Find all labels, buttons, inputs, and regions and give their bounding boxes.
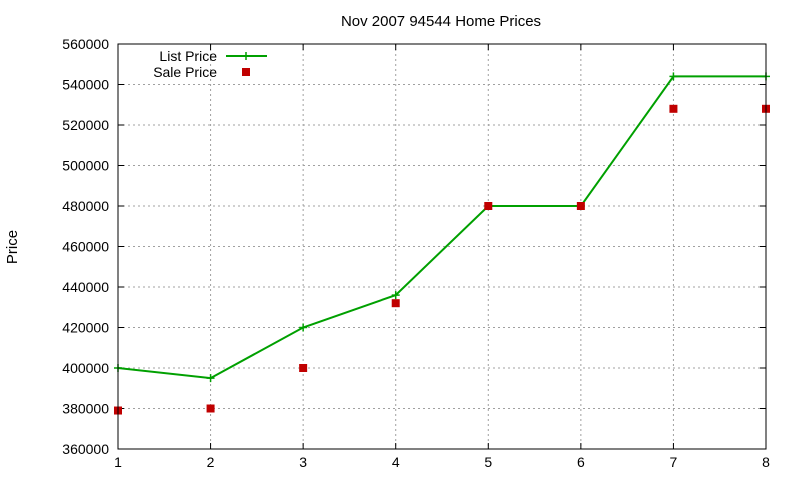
data-point-sale-price [576, 202, 585, 210]
y-tick-label: 400000 [62, 360, 109, 376]
chart-title: Nov 2007 94544 Home Prices [341, 13, 541, 30]
y-tick-label: 520000 [62, 117, 109, 133]
y-tick-label: 360000 [62, 441, 109, 457]
x-tick-label: 1 [114, 454, 122, 470]
data-point-sale-price [299, 364, 308, 372]
y-tick-label: 480000 [62, 198, 109, 214]
y-tick-label: 380000 [62, 401, 109, 417]
y-tick-label: 440000 [62, 279, 109, 295]
y-tick-label: 540000 [62, 77, 109, 93]
y-tick-label: 420000 [62, 320, 109, 336]
data-point-sale-price [669, 104, 678, 113]
x-tick-label: 5 [484, 454, 492, 470]
y-tick-label: 500000 [62, 158, 109, 174]
data-point-list-price [391, 291, 400, 300]
x-tick-label: 3 [299, 454, 307, 470]
x-tick-label: 2 [207, 454, 215, 470]
plot-frame [117, 43, 767, 450]
y-axis-label: Price [4, 230, 21, 264]
y-tick-label: 460000 [62, 239, 109, 255]
legend-marker [242, 68, 250, 76]
data-point-sale-price [206, 404, 215, 413]
legend-label: List Price [159, 48, 217, 64]
x-tick-label: 7 [670, 454, 678, 470]
plot-series [114, 72, 770, 415]
x-tick-label: 6 [577, 454, 585, 470]
data-point-sale-price [484, 202, 493, 210]
legend-label: Sale Price [153, 64, 217, 80]
data-point-sale-price [391, 299, 400, 308]
data-point-list-price [669, 72, 678, 81]
x-tick-label: 8 [762, 454, 770, 470]
grid [118, 44, 766, 449]
y-axis: 360000 380000 400000 420000 440000 460000 4800… [62, 36, 766, 457]
y-tick-label: 560000 [62, 36, 109, 52]
data-point-list-price [299, 323, 308, 332]
legend-marker [242, 52, 250, 60]
series-line-list-price [117, 75, 766, 380]
data-point-list-price [206, 374, 215, 383]
x-tick-label: 4 [392, 454, 400, 470]
